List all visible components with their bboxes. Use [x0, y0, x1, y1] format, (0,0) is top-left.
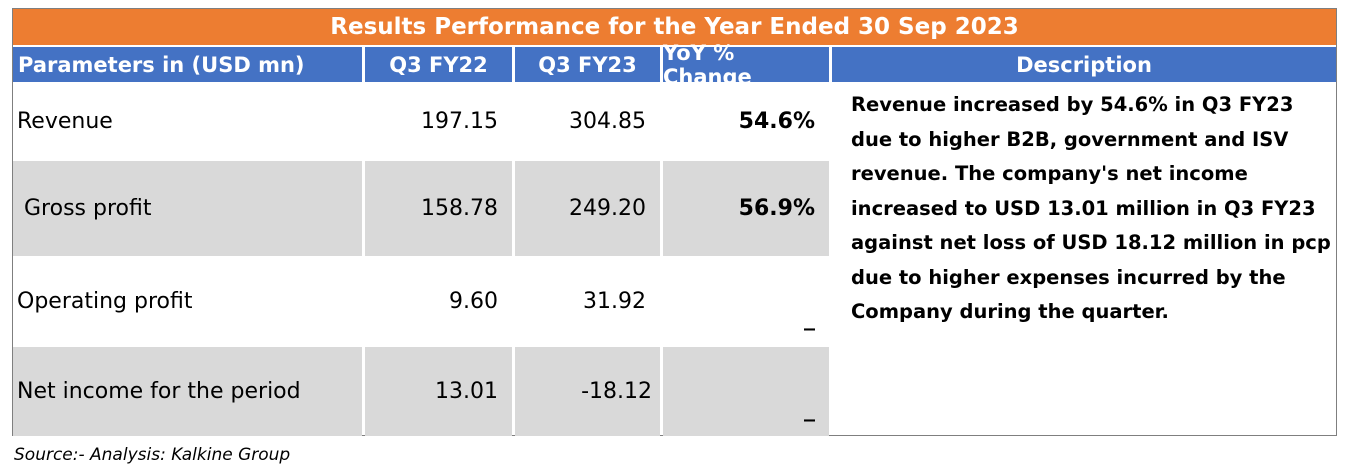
row-operating-profit-q3fy23: 31.92 [583, 289, 646, 314]
results-table: Results Performance for the Year Ended 3… [12, 8, 1337, 436]
row-operating-profit-yoy: _ [804, 306, 815, 331]
row-operating-profit-q3fy22: 9.60 [449, 289, 498, 314]
header-description: Description [832, 47, 1336, 82]
header-yoy-change: YoY % Change [663, 41, 829, 89]
row-gross-profit-yoy: 56.9% [663, 161, 829, 256]
row-net-income-q3fy23: -18.12 [515, 347, 660, 436]
row-operating-profit-label: Operating profit [17, 289, 193, 314]
row-revenue-label: Revenue [17, 109, 113, 134]
header-q3fy23: Q3 FY23 [515, 47, 660, 82]
description-text: Revenue increased by 54.6% in Q3 FY23 du… [851, 93, 1331, 323]
row-gross-profit-label: Gross profit [13, 161, 362, 256]
row-revenue-yoy: 54.6% [738, 109, 815, 134]
row-net-income-label: Net income for the period [13, 347, 362, 436]
table-title: Results Performance for the Year Ended 3… [13, 9, 1336, 45]
row-revenue-q3fy22: 197.15 [421, 109, 498, 134]
source-note: Source:- Analysis: Kalkine Group [14, 445, 291, 465]
row-gross-profit-q3fy22: 158.78 [365, 161, 512, 256]
header-parameters: Parameters in (USD mn) [13, 47, 362, 82]
row-revenue-q3fy23: 304.85 [569, 109, 646, 134]
row-net-income-q3fy22: 13.01 [365, 347, 512, 436]
header-q3fy22: Q3 FY22 [365, 47, 512, 82]
row-net-income-yoy: _ [663, 347, 829, 436]
row-gross-profit-q3fy23: 249.20 [515, 161, 660, 256]
